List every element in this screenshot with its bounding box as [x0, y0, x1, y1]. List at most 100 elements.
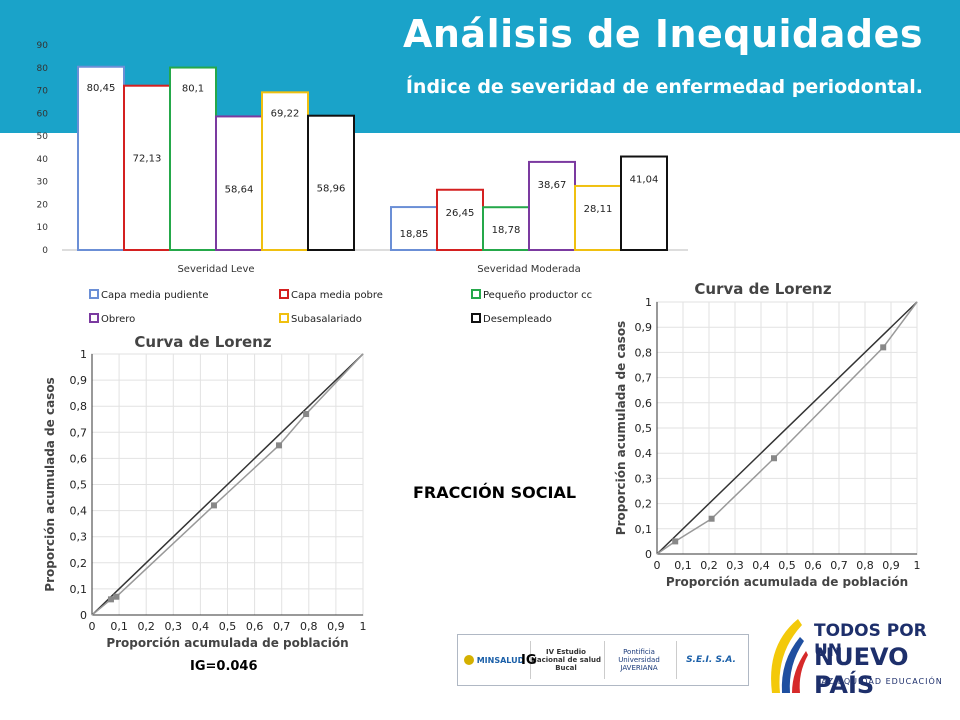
y-tick-label: 1 — [80, 348, 87, 361]
y-tick-label: 0,8 — [70, 400, 88, 413]
lorenz-chart-right: 0 0,1 0,2 0,3 0,4 0,5 0,6 0,7 0,8 0,9 1 0 0,1 0,2 0,3 0… — [605, 278, 945, 588]
y-tick-label: 10 — [37, 223, 49, 233]
bar-data-label: 58,64 — [225, 184, 254, 195]
x-tick-label: 0,8 — [856, 559, 874, 572]
todos-por-un-nuevo-pais-logo: TODOS POR UN NUEVO PAÍS PAZ EQUIDAD EDUC… — [758, 615, 948, 705]
equality-line — [656, 301, 918, 555]
bar-data-label: 28,11 — [584, 204, 613, 215]
x-tick-label: 0,1 — [674, 559, 692, 572]
x-tick-label: 1 — [360, 620, 367, 633]
y-tick-label: 0,9 — [70, 374, 88, 387]
bar — [390, 206, 438, 251]
lorenz-point — [708, 515, 715, 522]
y-tick-label: 0,1 — [635, 523, 653, 536]
bar-data-label: 18,78 — [492, 225, 521, 236]
x-category-label: Severidad Moderada — [477, 264, 580, 275]
y-tick-label: 50 — [37, 132, 49, 142]
x-tick-label: 0,1 — [110, 620, 128, 633]
brand-line-2: NUEVO PAÍS — [814, 643, 909, 699]
bar — [307, 114, 355, 251]
x-tick-label: 0 — [89, 620, 96, 633]
x-tick-label: 0,8 — [300, 620, 318, 633]
lorenz-point — [275, 442, 282, 449]
y-tick-label: 0,4 — [70, 505, 88, 518]
brand-line-1: TODOS POR UN — [814, 621, 927, 661]
legend-swatch — [471, 289, 481, 299]
legend-label: Pequeño productor cc — [483, 290, 592, 301]
legend-label: Capa media pobre — [291, 290, 383, 301]
y-tick-label: 0,7 — [635, 372, 653, 385]
x-tick-label: 0 — [654, 559, 661, 572]
x-tick-label: 0,4 — [192, 620, 210, 633]
page-title: Análisis de Inequidades — [402, 12, 923, 56]
x-tick-label: 0,6 — [804, 559, 822, 572]
legend-label: Obrero — [101, 314, 135, 325]
legend-swatch — [279, 313, 289, 323]
legend-swatch — [89, 313, 99, 323]
fraccion-social-label: FRACCIÓN SOCIAL — [413, 483, 577, 502]
lorenz-point — [113, 593, 120, 600]
bar — [620, 155, 668, 252]
x-tick-label: 0,4 — [752, 559, 770, 572]
y-tick-label: 0,9 — [635, 321, 653, 334]
legend-swatch — [279, 289, 289, 299]
y-tick-label: 0,3 — [70, 531, 88, 544]
x-tick-label: 1 — [914, 559, 921, 572]
page-subtitle: Índice de severidad de enfermedad period… — [405, 76, 923, 98]
y-tick-label: 0 — [80, 609, 87, 622]
bar — [528, 160, 576, 251]
x-tick-label: 0,6 — [246, 620, 264, 633]
minsalud-text: MINSALUD — [476, 655, 525, 665]
lorenz-point — [107, 596, 114, 603]
x-tick-label: 0,9 — [882, 559, 900, 572]
y-tick-label: 20 — [37, 200, 49, 210]
bar-data-label: 72,13 — [133, 154, 162, 165]
y-tick-label: 0,8 — [635, 346, 653, 359]
y-tick-label: 1 — [645, 296, 652, 309]
x-tick-label: 0,7 — [830, 559, 848, 572]
colombia-flag-swoosh-icon — [771, 619, 808, 693]
lorenz-point — [771, 455, 777, 462]
chart-title: Curva de Lorenz — [134, 333, 271, 351]
bar-data-label: 41,04 — [630, 175, 659, 186]
legend-label: Desempleado — [483, 314, 552, 325]
x-axis-title: Proporción acumulada de población — [666, 575, 908, 588]
y-tick-label: 0 — [42, 246, 48, 256]
bar-data-label: 58,96 — [317, 184, 346, 195]
lorenz-chart-left: 0 0,1 0,2 0,3 0,4 0,5 0,6 0,7 0,8 0,9 1 0 0,1 0,2 0,3 0… — [40, 330, 380, 675]
bar — [482, 206, 530, 251]
brand-line-3: PAZ EQUIDAD EDUCACIÓN — [816, 677, 943, 686]
legend-swatch — [89, 289, 99, 299]
y-tick-label: 0,4 — [635, 447, 653, 460]
lorenz-point — [303, 411, 310, 418]
javeriana-logo: Pontificia Universidad JAVERIANA — [604, 641, 673, 679]
y-tick-label: 0,6 — [70, 452, 88, 465]
partner-logos: MINSALUD IV Estudio Nacional de salud Bu… — [457, 634, 749, 686]
y-tick-label: 0,2 — [70, 557, 88, 570]
lorenz-point — [210, 502, 217, 509]
x-tick-label: 0,5 — [778, 559, 796, 572]
x-tick-label: 0,2 — [700, 559, 718, 572]
y-tick-label: 0,6 — [635, 397, 653, 410]
lorenz-point — [672, 538, 679, 545]
x-axis-title: Proporción acumulada de población — [106, 636, 348, 650]
x-category-label: Severidad Leve — [177, 264, 254, 275]
chart-title: Curva de Lorenz — [694, 280, 831, 298]
y-tick-label: 40 — [37, 155, 49, 165]
bar-data-label: 26,45 — [446, 208, 475, 219]
sei-logo: S.E.I. S.A. — [676, 641, 745, 679]
bar-data-label: 38,67 — [538, 180, 567, 191]
y-tick-label: 0,1 — [70, 583, 88, 596]
equality-line — [91, 353, 364, 616]
bar-data-label: 18,85 — [400, 229, 429, 240]
x-tick-label: 0,3 — [726, 559, 744, 572]
y-tick-label: 0,2 — [635, 498, 653, 511]
lorenz-curve — [656, 301, 918, 555]
bar — [215, 115, 263, 252]
y-tick-label: 0,3 — [635, 472, 653, 485]
y-axis-title: Proporción acumulada de casos — [43, 377, 57, 591]
x-tick-label: 0,9 — [327, 620, 345, 633]
legend-label: Subasalariado — [291, 314, 362, 325]
legend-label: Capa media pudiente — [101, 290, 208, 301]
ensab-logo: IV Estudio Nacional de salud Bucal — [530, 641, 601, 679]
